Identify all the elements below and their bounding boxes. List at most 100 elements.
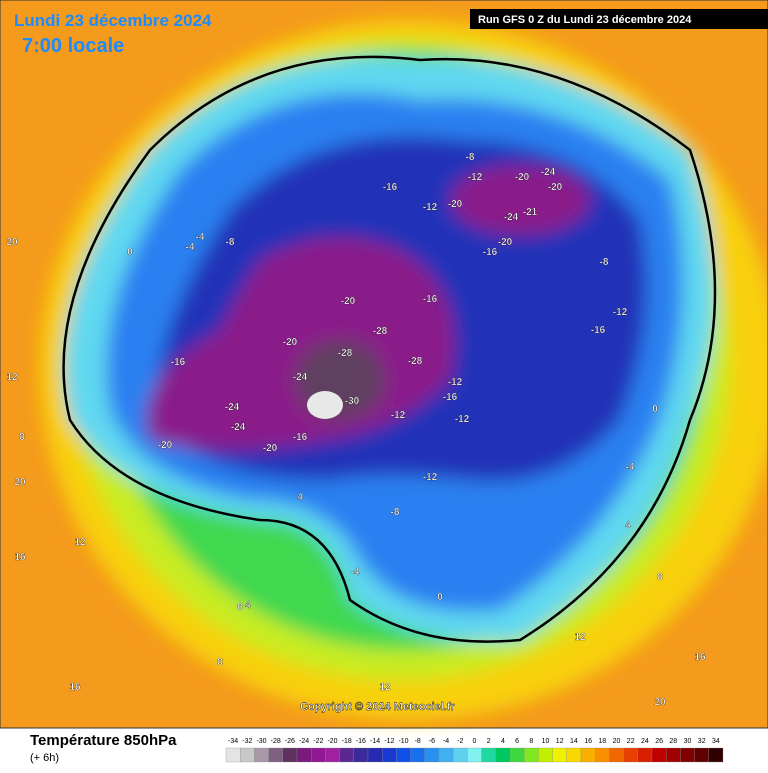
contour-label: -12 <box>448 377 463 388</box>
scale-label: -6 <box>429 738 435 745</box>
scale-label: -34 <box>228 738 238 745</box>
contour-label: -16 <box>383 182 398 193</box>
scale-swatch <box>353 747 369 763</box>
scale-label: 18 <box>598 738 606 745</box>
contour-label: -20 <box>548 182 563 193</box>
scale-label: 16 <box>584 738 592 745</box>
scale-label: -12 <box>384 738 394 745</box>
scale-swatch <box>580 747 596 763</box>
scale-swatch <box>282 747 298 763</box>
contour-label: 4 <box>625 520 631 531</box>
scale-swatch <box>680 747 695 763</box>
scale-swatch <box>481 747 496 763</box>
date: Lundi 23 décembre 2024 <box>14 11 212 30</box>
scale-label: -8 <box>415 738 421 745</box>
contour-label: -20 <box>283 337 298 348</box>
contour-label: 8 <box>237 602 243 613</box>
contour-label: -4 <box>186 242 195 253</box>
scale-swatch <box>694 747 709 763</box>
contour-label: -4 <box>351 567 360 578</box>
scale-swatch <box>254 747 269 763</box>
contour-label: -8 <box>466 152 475 163</box>
contour-label: 0 <box>127 247 133 258</box>
contour-label: 16 <box>14 552 26 563</box>
scale-swatch <box>367 747 383 763</box>
contour-label: -24 <box>293 372 308 383</box>
run-box <box>470 9 768 29</box>
contour-label: 4 <box>297 492 303 503</box>
contour-label: -24 <box>504 212 519 223</box>
scale-label: -32 <box>242 738 252 745</box>
contour-label: -24 <box>225 402 240 413</box>
scale-swatch <box>623 747 638 763</box>
scale-label: 4 <box>501 738 505 745</box>
scale-label: 32 <box>698 738 706 745</box>
contour-label: -8 <box>600 257 609 268</box>
scale-label: 0 <box>473 738 477 745</box>
scale-label: 30 <box>684 738 692 745</box>
contour-label: -12 <box>391 410 406 421</box>
contour-label: 4 <box>245 600 251 611</box>
contour-label: -20 <box>341 296 356 307</box>
contour-label: -20 <box>448 199 463 210</box>
scale-swatch <box>410 747 425 763</box>
scale-swatch <box>637 747 653 763</box>
contour-label: 16 <box>69 682 81 693</box>
contour-label: -8 <box>391 507 400 518</box>
contour-label: -12 <box>468 172 483 183</box>
contour-label: -16 <box>591 325 606 336</box>
scale-swatch <box>339 747 354 763</box>
contour-label: 8 <box>657 572 663 583</box>
scale-swatch <box>325 747 340 763</box>
contour-label: -4 <box>196 232 205 243</box>
scale-swatch <box>311 747 326 763</box>
contour-label: 20 <box>6 237 18 248</box>
scale-label: -20 <box>327 738 337 745</box>
scale-label: -4 <box>443 738 449 745</box>
scale-label: 34 <box>712 738 720 745</box>
scale-swatch <box>595 747 610 763</box>
contour-label: 20 <box>654 697 666 708</box>
map <box>0 0 768 729</box>
contour-label: -28 <box>408 356 423 367</box>
contour-label: -16 <box>171 357 186 368</box>
scale-label: -10 <box>398 738 408 745</box>
scale-label: -18 <box>342 738 352 745</box>
scale-label: 10 <box>542 738 550 745</box>
contour-label: -16 <box>443 392 458 403</box>
scale-swatch <box>467 747 482 763</box>
contour-label: 12 <box>74 537 86 548</box>
contour-label: -20 <box>263 443 278 454</box>
scale-swatch <box>708 747 724 763</box>
contour-label: 12 <box>574 632 586 643</box>
scale-label: 26 <box>655 738 663 745</box>
scale-swatch <box>240 747 255 763</box>
contour-label: -24 <box>541 167 556 178</box>
color-scale: -34 -32 -30 -28 -26 -24 -22 -20 -18 -16 -14 -12 -10-… <box>225 738 724 763</box>
scale-label: -28 <box>271 738 281 745</box>
scale-swatch <box>438 747 454 763</box>
scale-label: -22 <box>313 738 323 745</box>
time: 7:00 locale <box>22 35 124 57</box>
scale-swatch <box>225 747 241 763</box>
contour-label: 8 <box>217 657 223 668</box>
scale-swatch <box>296 747 312 763</box>
scale-label: 6 <box>515 738 519 745</box>
contour-label: -28 <box>373 326 388 337</box>
scale-label: -30 <box>256 738 266 745</box>
scale-swatch <box>609 747 624 763</box>
contour-label: -16 <box>423 294 438 305</box>
scale-label: -16 <box>356 738 366 745</box>
contour-label: -12 <box>455 414 470 425</box>
scale-swatch <box>495 747 511 763</box>
contour-label: -12 <box>423 472 438 483</box>
scale-swatch <box>651 747 667 763</box>
contour-label: -28 <box>338 348 353 359</box>
scale-swatch <box>396 747 411 763</box>
scale-label: 24 <box>641 738 649 745</box>
scale-swatch <box>538 747 553 763</box>
scale-swatch <box>509 747 525 763</box>
scale-swatch <box>268 747 283 763</box>
contour-label: -20 <box>515 172 530 183</box>
scale-swatch <box>424 747 440 763</box>
